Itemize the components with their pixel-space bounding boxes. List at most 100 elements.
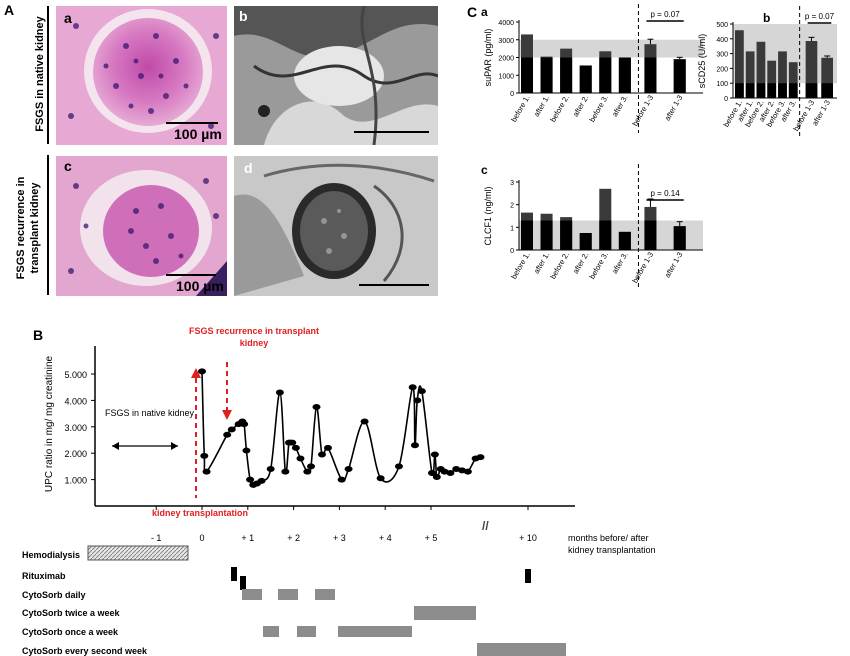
- x-tick-label: after 3.: [610, 94, 629, 119]
- y-tick-label: 5.000: [64, 370, 87, 380]
- upc-data-point: [408, 384, 417, 391]
- x-tick-label: after 1.: [532, 94, 551, 119]
- micrograph-a-image: 100 µm: [56, 6, 227, 145]
- y-tick-label: 2: [510, 203, 514, 210]
- subpanel-label: b: [763, 11, 770, 25]
- row2-label-line1: FSGS recurrence in: [15, 176, 27, 280]
- y-tick-label: 0: [510, 248, 514, 255]
- y-tick-label: 1000: [498, 73, 514, 80]
- bar: [788, 62, 798, 98]
- bar-base: [579, 233, 592, 250]
- rituximab-bar: [231, 567, 237, 581]
- micrograph-a-label: a: [64, 10, 72, 26]
- native-arrow-right: [171, 442, 178, 450]
- x-tick-label: before 1.: [509, 251, 532, 281]
- upc-data-point: [307, 463, 316, 470]
- subpanel-label: a: [481, 5, 488, 19]
- x-tick-label: + 2: [287, 533, 300, 543]
- upc-data-point: [200, 452, 209, 459]
- p-value-label: p = 0.14: [651, 189, 681, 198]
- y-tick-label: 3.000: [64, 423, 87, 433]
- bar-base: [735, 83, 744, 98]
- x-tick-label: + 5: [425, 533, 438, 543]
- upc-data-point: [275, 389, 284, 396]
- upc-data-point: [432, 473, 441, 480]
- micrograph-c: c 100 µm: [56, 156, 227, 296]
- upc-data-point: [266, 466, 275, 473]
- x-tick-label: + 3: [333, 533, 346, 543]
- x-tick-label: after 1.: [532, 251, 551, 276]
- bar-base: [644, 57, 657, 93]
- bar: [745, 51, 755, 98]
- bar-base: [579, 65, 592, 93]
- y-axis-label: suPAR (pg/ml): [483, 29, 493, 87]
- x-tick-label: before 1-3: [630, 94, 655, 128]
- upc-data-point: [323, 444, 332, 451]
- upc-data-point: [240, 421, 249, 428]
- y-tick-label: 3: [510, 180, 514, 187]
- treatment-label-cytosorb-once: CytoSorb once a week: [22, 627, 119, 637]
- x-tick-label: after 2.: [571, 251, 590, 276]
- upc-data-point: [430, 451, 439, 458]
- bar: [756, 41, 766, 98]
- rituximab-bar: [240, 576, 246, 590]
- transplant-arrow-head: [191, 368, 201, 378]
- upc-timeline-chart: 1.000 2.000 3.000 4.000 5.000 UPC ratio in mg…: [22, 326, 656, 656]
- upc-data-point: [288, 439, 297, 446]
- y-tick-label: 2000: [498, 56, 514, 63]
- x-tick-label: before 1.: [509, 94, 532, 124]
- p-value-label: p = 0.07: [805, 12, 835, 21]
- bar-base: [560, 220, 573, 250]
- x-tick-label: before 3.: [587, 251, 610, 281]
- y-tick-label: 4.000: [64, 396, 87, 406]
- bar-base: [521, 220, 533, 250]
- annotation-recurrence-line1: FSGS recurrence in transplant: [189, 326, 319, 336]
- micrograph-c-image: [56, 156, 227, 296]
- row2-label: FSGS recurrence in transplant kidney: [14, 148, 42, 308]
- x-tick-label: after 1-3: [663, 251, 685, 280]
- treatment-label-cytosorb-daily: CytoSorb daily: [22, 590, 86, 600]
- upc-data-point: [427, 470, 436, 476]
- p-value-label: p = 0.07: [651, 10, 681, 19]
- bar-base: [560, 57, 573, 93]
- upc-data-point: [317, 451, 326, 458]
- x-tick-label: + 10: [519, 533, 537, 543]
- annotation-transplant: kidney transplantation: [152, 508, 248, 518]
- hemodialysis-bar: [87, 545, 189, 561]
- row2-label-line2: transplant kidney: [29, 182, 41, 274]
- bar-base: [745, 83, 755, 98]
- panel-c-letter: C: [467, 4, 478, 20]
- y-tick-label: 1: [510, 225, 514, 232]
- upc-data-point: [476, 454, 485, 461]
- native-arrow-left: [112, 442, 119, 450]
- upc-data-point: [446, 470, 455, 476]
- upc-data-point: [246, 476, 255, 483]
- micrograph-c-label: c: [64, 158, 72, 174]
- x-tick-label: before 1-3: [630, 251, 655, 285]
- micrograph-b-label: b: [239, 8, 248, 24]
- upc-data-point: [413, 397, 422, 404]
- bar-base: [673, 226, 686, 250]
- bar-base: [599, 57, 612, 93]
- upc-data-point: [376, 475, 385, 482]
- cytosorb-once-bar: [263, 626, 279, 637]
- bar-base: [540, 57, 553, 93]
- upc-data-point: [337, 476, 346, 483]
- bar-base: [521, 57, 533, 93]
- x-axis-label-line2: kidney transplantation: [568, 545, 656, 555]
- upc-data-point: [227, 426, 236, 433]
- bar-base: [618, 231, 631, 250]
- bar-base: [756, 83, 766, 98]
- x-tick-label: before 3.: [587, 94, 610, 124]
- bar-base: [821, 83, 833, 98]
- treatment-label-cytosorb-twice: CytoSorb twice a week: [22, 608, 121, 618]
- cytosorb-every-second-bar: [477, 643, 566, 656]
- bar-base: [618, 57, 631, 93]
- upc-data-point: [223, 431, 232, 438]
- micrograph-b-image: [234, 6, 438, 145]
- x-tick-label: before 2.: [548, 94, 571, 124]
- row2-rule: [47, 155, 49, 295]
- bar: [778, 51, 787, 98]
- upc-data-point: [202, 468, 211, 475]
